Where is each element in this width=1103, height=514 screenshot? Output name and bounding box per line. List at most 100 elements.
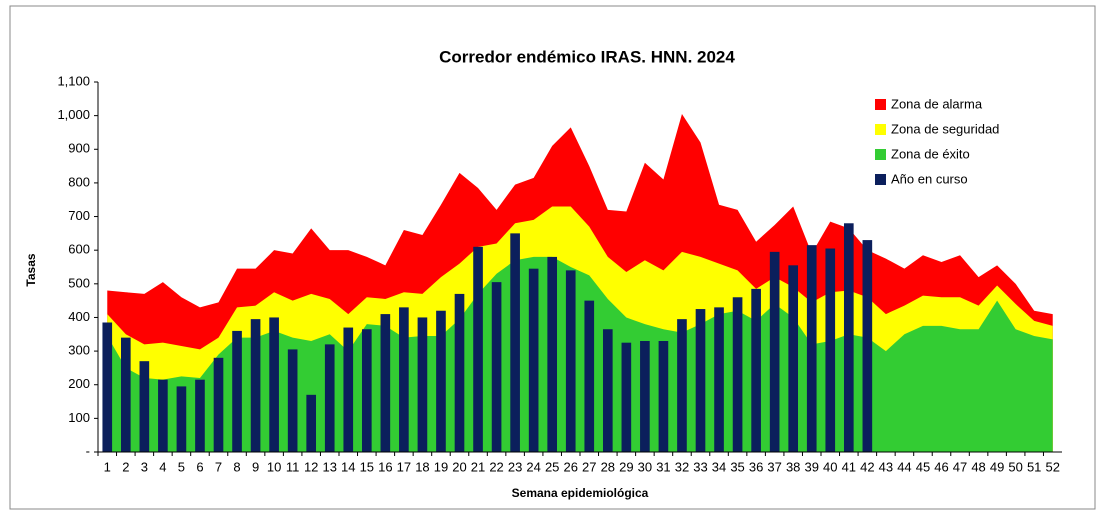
bar bbox=[714, 307, 724, 452]
y-tick-label: 500 bbox=[68, 275, 90, 290]
bar bbox=[862, 240, 873, 452]
bar bbox=[120, 337, 131, 452]
bar bbox=[695, 309, 706, 452]
y-axis-label: Tasas bbox=[24, 253, 38, 286]
y-tick-label: 800 bbox=[68, 174, 90, 189]
bar bbox=[250, 319, 261, 452]
x-tick-label: 38 bbox=[786, 459, 800, 474]
y-tick-label: 400 bbox=[68, 309, 90, 324]
x-tick-label: 40 bbox=[823, 459, 837, 474]
x-tick-label: 36 bbox=[749, 459, 763, 474]
x-tick-label: 25 bbox=[545, 459, 559, 474]
legend-label: Zona de seguridad bbox=[891, 121, 999, 136]
bar bbox=[732, 297, 743, 452]
x-tick-label: 33 bbox=[693, 459, 707, 474]
x-tick-label: 50 bbox=[1008, 459, 1022, 474]
bar bbox=[417, 317, 428, 452]
legend-label: Zona de alarma bbox=[891, 96, 983, 111]
y-tick-label: 1,100 bbox=[57, 73, 90, 88]
x-tick-label: 16 bbox=[378, 459, 392, 474]
x-tick-label: 4 bbox=[159, 459, 166, 474]
bar bbox=[510, 233, 520, 452]
x-tick-label: 2 bbox=[122, 459, 129, 474]
bar bbox=[287, 349, 298, 452]
x-tick-label: 52 bbox=[1045, 459, 1059, 474]
bar bbox=[751, 288, 761, 452]
x-tick-label: 17 bbox=[397, 459, 411, 474]
bar bbox=[528, 268, 539, 452]
x-tick-label: 8 bbox=[233, 459, 240, 474]
x-tick-label: 28 bbox=[601, 459, 615, 474]
y-tick-label: 900 bbox=[68, 141, 90, 156]
bar bbox=[584, 300, 595, 452]
bar bbox=[380, 314, 391, 452]
y-tick-label: 700 bbox=[68, 208, 90, 223]
x-tick-label: 41 bbox=[842, 459, 856, 474]
legend-label: Año en curso bbox=[891, 171, 968, 186]
x-tick-label: 14 bbox=[341, 459, 355, 474]
bar bbox=[565, 270, 576, 452]
x-tick-label: 7 bbox=[215, 459, 222, 474]
bar bbox=[640, 341, 650, 452]
bar bbox=[658, 341, 669, 452]
x-tick-label: 22 bbox=[489, 459, 503, 474]
bar bbox=[158, 379, 168, 452]
x-tick-label: 48 bbox=[971, 459, 985, 474]
x-tick-label: 24 bbox=[526, 459, 540, 474]
bar bbox=[343, 327, 354, 452]
bar bbox=[602, 329, 613, 452]
x-tick-label: 37 bbox=[767, 459, 781, 474]
bar bbox=[269, 317, 279, 452]
bar bbox=[195, 379, 205, 452]
x-tick-label: 3 bbox=[141, 459, 148, 474]
legend-label: Zona de éxito bbox=[891, 146, 970, 161]
bar bbox=[843, 223, 854, 452]
x-tick-label: 39 bbox=[804, 459, 818, 474]
y-tick-label: 600 bbox=[68, 242, 90, 257]
y-tick-label: 100 bbox=[68, 410, 90, 425]
x-tick-label: 49 bbox=[990, 459, 1004, 474]
chart-title: Corredor endémico IRAS. HNN. 2024 bbox=[439, 47, 735, 66]
bar bbox=[825, 248, 836, 452]
bar bbox=[547, 256, 558, 452]
legend-swatch bbox=[875, 149, 886, 160]
bar bbox=[769, 251, 780, 452]
bar bbox=[806, 245, 817, 452]
y-tick-label: 300 bbox=[68, 343, 90, 358]
bar bbox=[324, 344, 335, 452]
y-tick-label: 200 bbox=[68, 376, 90, 391]
bar bbox=[139, 361, 150, 452]
bar bbox=[454, 293, 465, 452]
legend-swatch bbox=[875, 174, 886, 185]
x-tick-label: 21 bbox=[471, 459, 485, 474]
x-tick-label: 11 bbox=[286, 459, 300, 474]
bar bbox=[473, 246, 483, 452]
x-tick-label: 51 bbox=[1027, 459, 1041, 474]
x-tick-label: 42 bbox=[860, 459, 874, 474]
x-tick-label: 43 bbox=[879, 459, 893, 474]
x-tick-label: 15 bbox=[360, 459, 374, 474]
x-tick-label: 10 bbox=[267, 459, 281, 474]
bar bbox=[436, 310, 446, 452]
y-tick-label: - bbox=[86, 443, 90, 458]
x-tick-label: 27 bbox=[582, 459, 596, 474]
x-tick-label: 9 bbox=[252, 459, 259, 474]
x-tick-label: 29 bbox=[619, 459, 633, 474]
x-tick-label: 32 bbox=[675, 459, 689, 474]
legend-swatch bbox=[875, 124, 886, 135]
x-tick-label: 12 bbox=[304, 459, 318, 474]
bar bbox=[361, 329, 372, 452]
bar bbox=[102, 322, 113, 452]
x-tick-label: 18 bbox=[415, 459, 429, 474]
x-tick-label: 6 bbox=[196, 459, 203, 474]
x-tick-label: 13 bbox=[322, 459, 336, 474]
x-tick-label: 23 bbox=[508, 459, 522, 474]
x-axis-label: Semana epidemiológica bbox=[512, 486, 649, 500]
bar bbox=[306, 394, 317, 452]
bar bbox=[621, 342, 632, 452]
x-tick-label: 45 bbox=[916, 459, 930, 474]
bar bbox=[399, 307, 409, 452]
x-tick-label: 35 bbox=[730, 459, 744, 474]
x-tick-label: 30 bbox=[638, 459, 652, 474]
